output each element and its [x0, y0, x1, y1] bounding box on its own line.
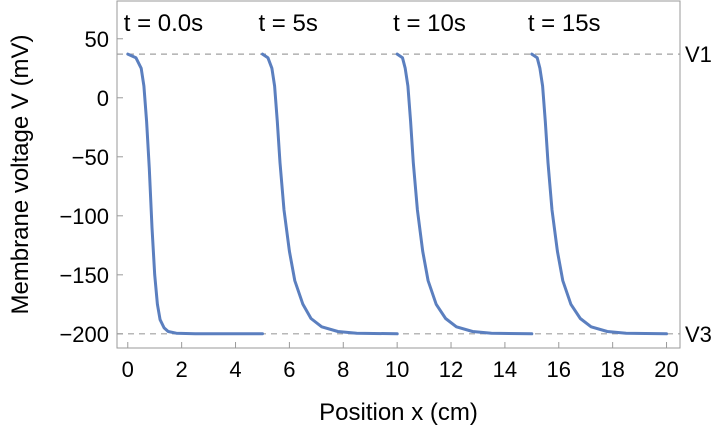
reference-line-label: V3	[685, 322, 712, 347]
series-label: t = 10s	[393, 10, 466, 37]
x-tick-label: 16	[547, 357, 571, 382]
x-axis-label: Position x (cm)	[319, 399, 478, 426]
x-tick-label: 6	[283, 357, 295, 382]
series-line	[530, 52, 668, 336]
series-line	[261, 52, 399, 336]
y-tick-label: −200	[59, 322, 109, 347]
x-tick-label: 2	[176, 357, 188, 382]
y-tick-label: −150	[59, 263, 109, 288]
y-axis-ticks: 50 0 −50 −100 −150 −200	[59, 27, 123, 347]
x-axis-ticks: 0 2 4 6 8 10 12 14 16 18 20	[122, 342, 679, 382]
series-lines	[126, 52, 668, 336]
series-label: t = 15s	[528, 10, 601, 37]
plot-frame	[116, 0, 681, 349]
x-tick-label: 8	[337, 357, 349, 382]
series-annotations: t = 0.0s t = 5s t = 10s t = 15s	[124, 10, 601, 37]
reference-lines: V1 V3	[117, 42, 712, 347]
x-tick-label: 14	[493, 357, 517, 382]
y-axis-label: Membrane voltage V (mV)	[7, 34, 34, 314]
series-label: t = 0.0s	[124, 10, 203, 37]
x-tick-label: 12	[439, 357, 463, 382]
y-tick-label: −50	[72, 145, 109, 170]
x-tick-label: 18	[600, 357, 624, 382]
y-tick-label: −100	[59, 204, 109, 229]
series-line	[126, 52, 264, 336]
series-label: t = 5s	[258, 10, 317, 37]
y-tick-label: 50	[85, 27, 109, 52]
series-line	[395, 52, 534, 336]
y-tick-label: 0	[97, 86, 109, 111]
x-tick-label: 0	[122, 357, 134, 382]
reference-line-label: V1	[685, 42, 712, 67]
x-tick-label: 10	[385, 357, 409, 382]
x-tick-label: 4	[229, 357, 241, 382]
x-tick-label: 20	[654, 357, 678, 382]
